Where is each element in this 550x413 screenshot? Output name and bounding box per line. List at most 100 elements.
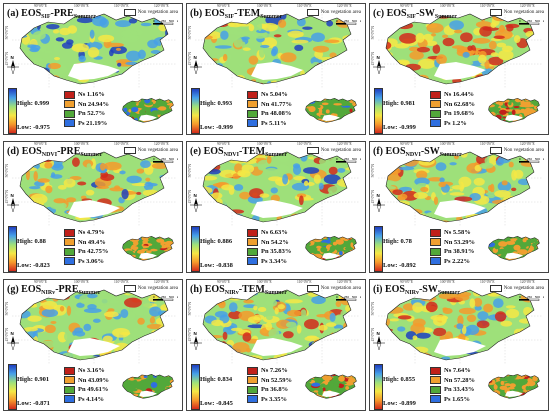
legend-swatch bbox=[430, 238, 441, 247]
svg-text:N: N bbox=[194, 55, 197, 60]
non-vegetation-label: Non vegetation area bbox=[137, 286, 178, 291]
legend-item-nn: Nn 43.09% bbox=[64, 376, 114, 386]
legend-label: Ns 6.63% bbox=[261, 229, 288, 237]
panel-variable: -TEM bbox=[234, 8, 261, 19]
non-vegetation-swatch bbox=[489, 285, 502, 292]
legend-label: Ps 3.06% bbox=[78, 257, 104, 265]
legend-swatch bbox=[247, 395, 258, 404]
legend-swatch bbox=[64, 119, 75, 128]
legend-label: Ps 2.22% bbox=[444, 257, 470, 265]
legend-label: Nn 54.2% bbox=[261, 238, 289, 246]
longitude-label: 110°0'0"E bbox=[480, 4, 495, 8]
eos-subscript: SIF bbox=[224, 14, 235, 20]
season-subscript: Summer bbox=[73, 14, 96, 20]
non-vegetation-legend: Non vegetation area bbox=[123, 9, 178, 16]
panel-letter: (b) EOS bbox=[190, 8, 225, 19]
correlation-colorbar bbox=[374, 226, 383, 272]
panel-title: (e) EOSNDVI-TEMSummer bbox=[190, 146, 287, 158]
eos-subscript: NIRv bbox=[404, 290, 419, 296]
inset-map bbox=[488, 235, 540, 261]
legend-item-pn: Pn 36.8% bbox=[247, 385, 297, 395]
panel-letter: (g) EOS bbox=[7, 284, 42, 295]
latitude-label: 50°0'0"N bbox=[188, 26, 192, 40]
inset-map bbox=[122, 373, 174, 399]
legend-label: Nn 49.4% bbox=[78, 238, 106, 246]
non-vegetation-legend: Non vegetation area bbox=[123, 285, 178, 292]
significance-legend: Ns 16.44% Nn 62.68% Pn 19.68% Ps 1.2% bbox=[430, 90, 480, 128]
legend-label: Pn 35.83% bbox=[261, 248, 292, 256]
legend-swatch bbox=[430, 376, 441, 385]
latitude-label: 50°0'0"N bbox=[5, 164, 9, 178]
legend-label: Pn 38.91% bbox=[444, 248, 475, 256]
svg-text:500: 500 bbox=[352, 19, 357, 23]
legend-label: Nn 43.09% bbox=[78, 376, 110, 384]
legend-item-nn: Nn 62.68% bbox=[430, 100, 480, 110]
panel-letter: (f) EOS bbox=[373, 146, 406, 157]
map-panel-b: 90°0'0"E 100°0'0"E 110°0'0"E 120°0'0"E 50°0'… bbox=[186, 3, 366, 135]
season-subscript: Summer bbox=[265, 152, 288, 158]
legend-swatch bbox=[247, 100, 258, 109]
svg-text:N: N bbox=[11, 193, 14, 198]
svg-text:250: 250 bbox=[527, 19, 532, 23]
non-vegetation-legend: Non vegetation area bbox=[306, 285, 361, 292]
longitude-label: 120°0'0"E bbox=[337, 280, 352, 284]
legend-item-ps: Ps 4.14% bbox=[64, 395, 114, 405]
main-map bbox=[378, 151, 542, 226]
legend-swatch bbox=[247, 238, 258, 247]
legend-label: Pn 48.08% bbox=[261, 110, 292, 118]
non-vegetation-legend: Non vegetation area bbox=[306, 147, 361, 154]
inset-map bbox=[122, 235, 174, 261]
main-map bbox=[12, 13, 176, 88]
legend-label: Pn 33.43% bbox=[444, 386, 475, 394]
legend-label: Ns 4.79% bbox=[78, 229, 105, 237]
low-value: Low: -0.838 bbox=[200, 262, 233, 269]
high-value: High: 0.993 bbox=[200, 100, 233, 107]
main-map bbox=[195, 289, 359, 364]
svg-text:500: 500 bbox=[169, 295, 174, 299]
svg-text:N: N bbox=[11, 331, 14, 336]
high-value: High: 0.855 bbox=[383, 376, 416, 383]
svg-text:N: N bbox=[194, 193, 197, 198]
panel-variable: -PRE bbox=[57, 146, 81, 157]
longitude-label: 100°0'0"E bbox=[257, 4, 272, 8]
svg-text:N: N bbox=[11, 55, 14, 60]
high-value: High: 0.999 bbox=[17, 100, 50, 107]
non-vegetation-label: Non vegetation area bbox=[503, 148, 544, 153]
legend-item-ps: Ps 5.11% bbox=[247, 119, 297, 129]
eos-subscript: SIF bbox=[41, 14, 51, 20]
panel-title: (i) EOSNIRv-SWSummer bbox=[373, 284, 460, 296]
svg-text:0: 0 bbox=[153, 157, 155, 161]
inset-map bbox=[305, 373, 357, 399]
svg-text:N: N bbox=[377, 55, 380, 60]
eos-subscript: NDVI bbox=[405, 152, 421, 158]
significance-legend: Ns 5.04% Nn 41.77% Pn 48.08% Ps 5.11% bbox=[247, 90, 297, 128]
legend-label: Pn 42.75% bbox=[78, 248, 109, 256]
latitude-label: 50°0'0"N bbox=[371, 302, 375, 316]
svg-text:km: km bbox=[360, 157, 361, 161]
legend-label: Nn 53.29% bbox=[444, 238, 476, 246]
non-vegetation-label: Non vegetation area bbox=[137, 10, 178, 15]
non-vegetation-label: Non vegetation area bbox=[503, 286, 544, 291]
main-map bbox=[195, 151, 359, 226]
legend-item-ns: Ns 6.63% bbox=[247, 228, 297, 238]
panel-letter: (a) EOS bbox=[7, 8, 42, 19]
low-value: Low: -0.999 bbox=[383, 124, 416, 131]
non-vegetation-swatch bbox=[123, 9, 136, 16]
longitude-label: 110°0'0"E bbox=[114, 280, 129, 284]
legend-item-ns: Ns 16.44% bbox=[430, 90, 480, 100]
main-map bbox=[378, 13, 542, 88]
eos-subscript: NIRv bbox=[41, 290, 56, 296]
legend-swatch bbox=[64, 100, 75, 109]
legend-label: Ps 3.35% bbox=[261, 395, 287, 403]
legend-swatch bbox=[247, 366, 258, 375]
legend-label: Ns 7.64% bbox=[444, 367, 471, 375]
legend-item-pn: Pn 38.91% bbox=[430, 247, 480, 257]
panel-title: (c) EOSSIF-SWSummer bbox=[373, 8, 457, 20]
svg-text:250: 250 bbox=[527, 157, 532, 161]
legend-item-ps: Ps 3.35% bbox=[247, 395, 297, 405]
north-arrow-icon: N bbox=[190, 193, 202, 212]
non-vegetation-label: Non vegetation area bbox=[320, 148, 361, 153]
legend-item-nn: Nn 52.59% bbox=[247, 376, 297, 386]
eos-subscript: NDVI bbox=[223, 152, 239, 158]
panel-variable: -TEM bbox=[238, 284, 265, 295]
